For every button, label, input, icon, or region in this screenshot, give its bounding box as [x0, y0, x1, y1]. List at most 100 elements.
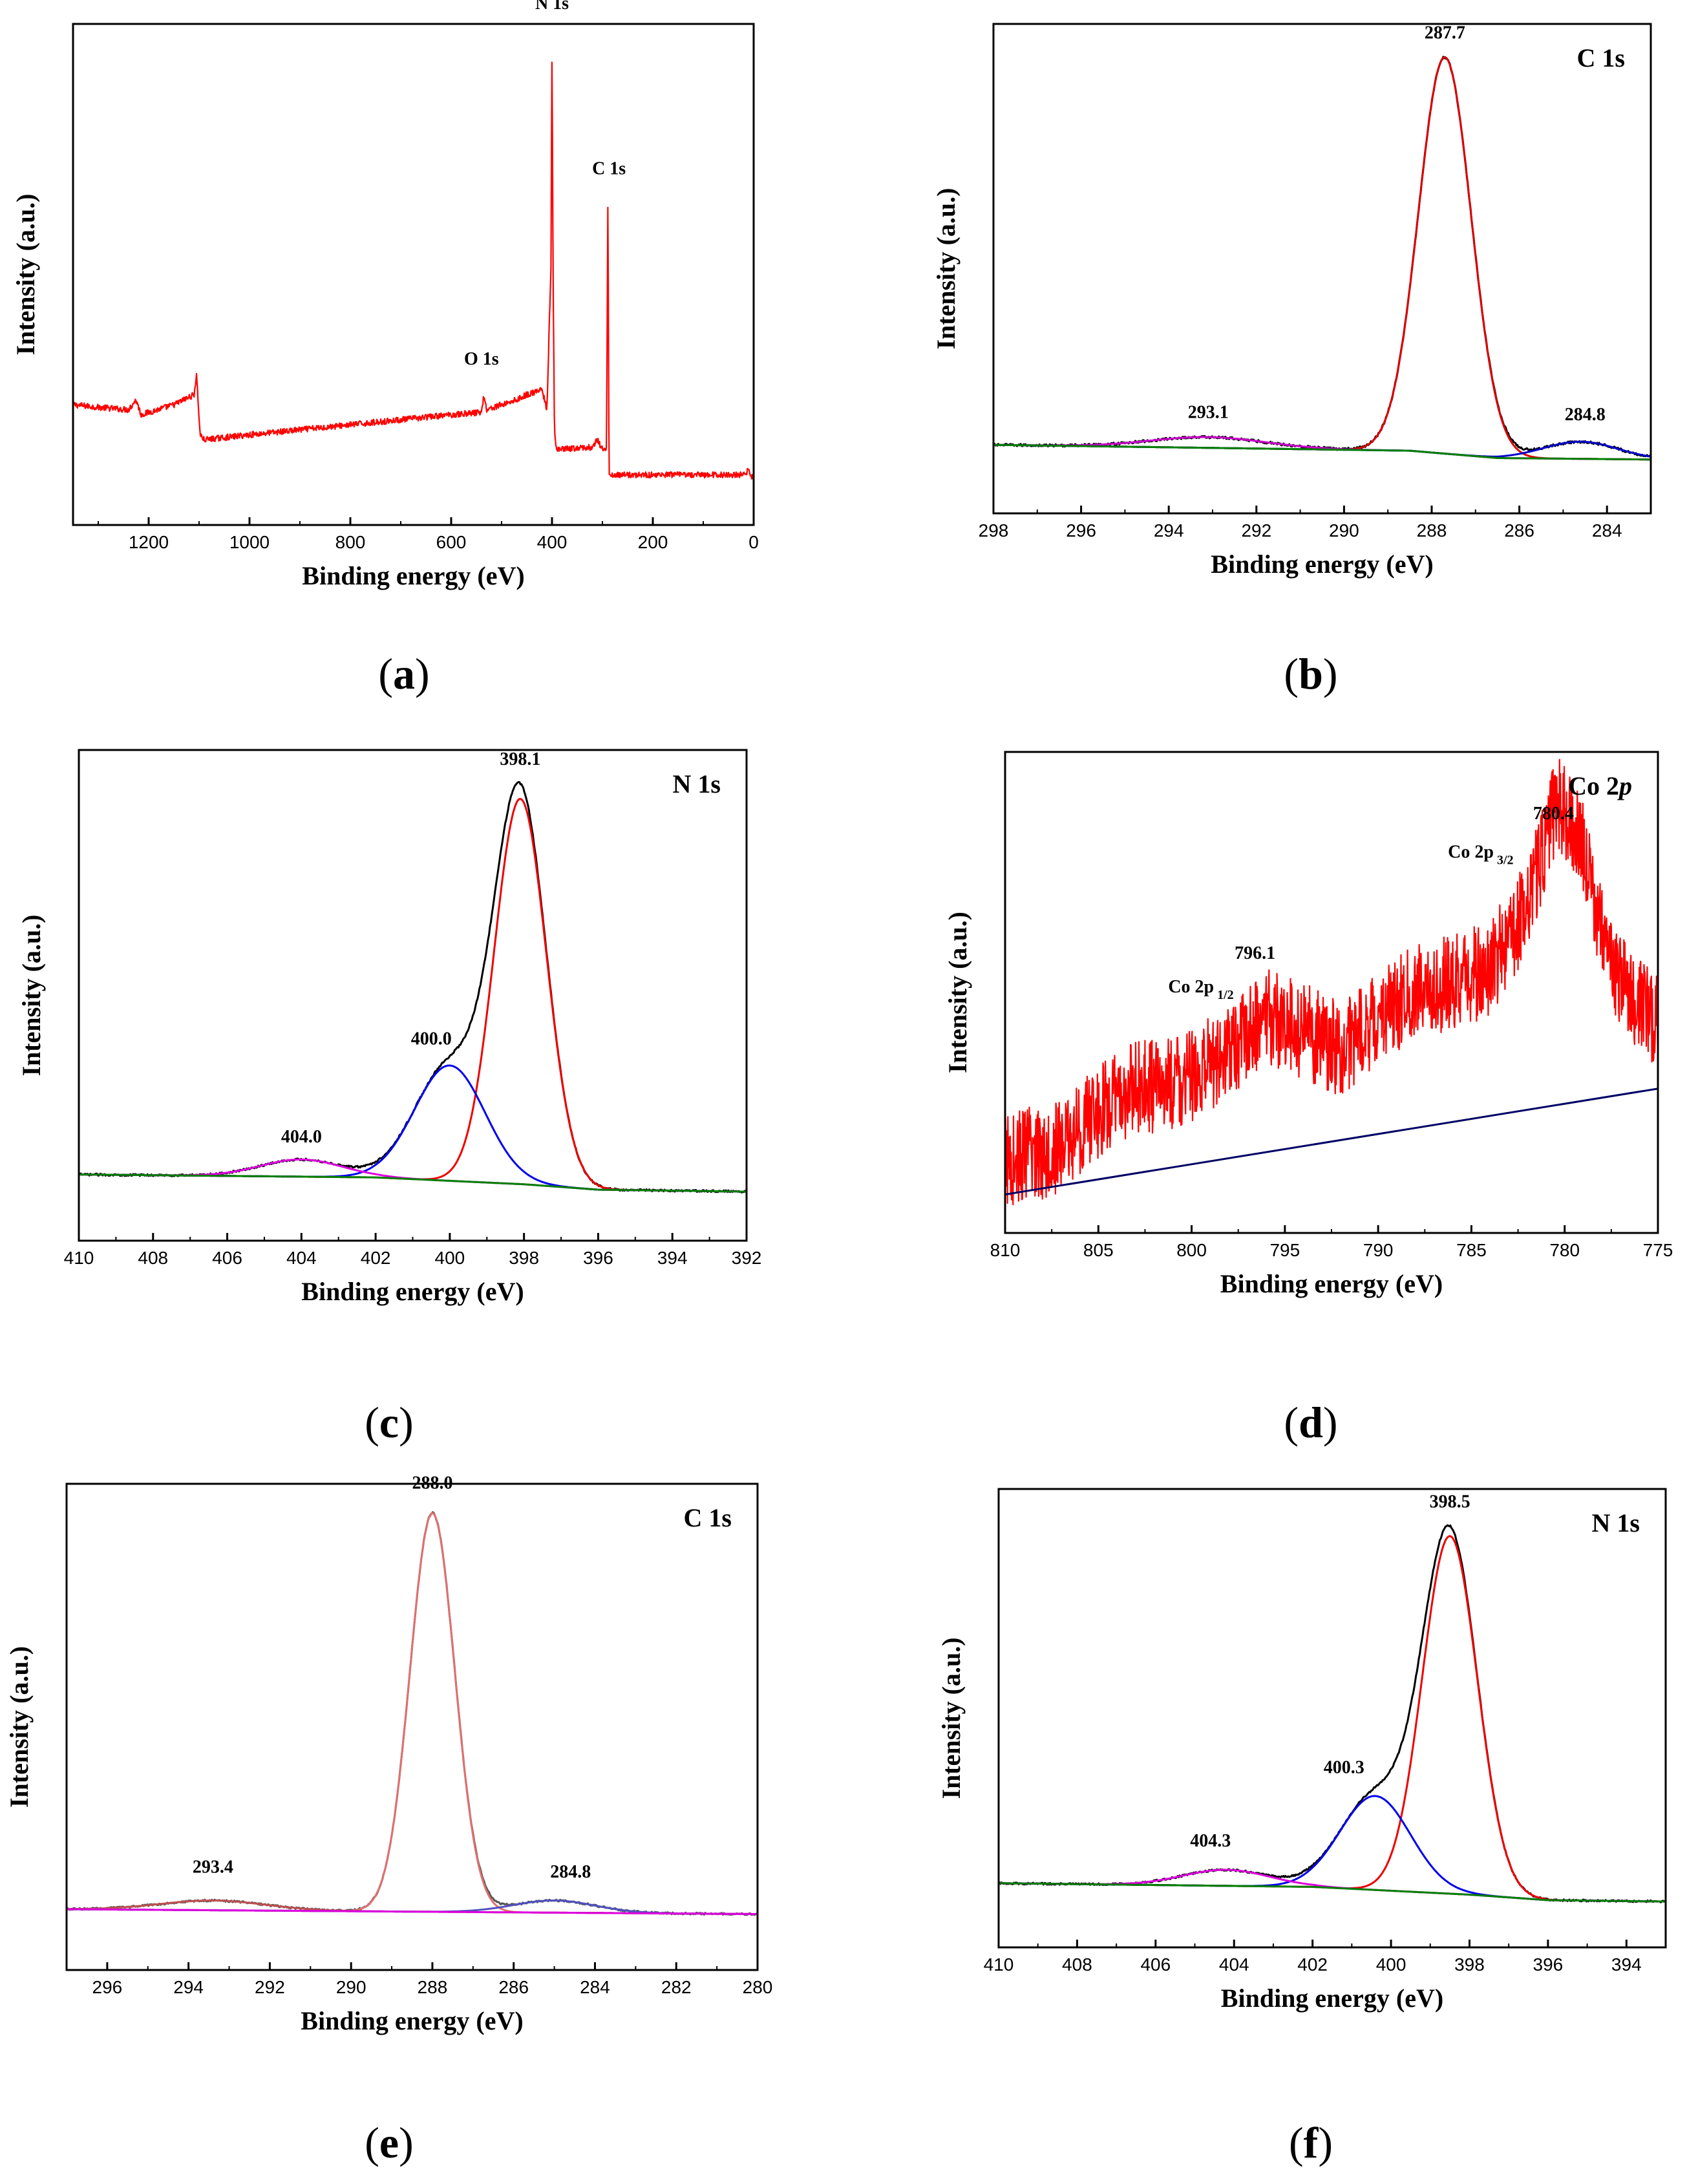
- x-tick-label: 200: [638, 532, 668, 552]
- series-envelope: [993, 56, 1651, 458]
- series-404-3-component: [999, 1868, 1666, 1903]
- x-tick-label: 600: [436, 532, 467, 552]
- x-tick-label: 398: [1454, 1954, 1485, 1975]
- x-tick-label: 805: [1083, 1240, 1114, 1260]
- x-tick-label: 1000: [229, 532, 270, 552]
- peak-label: 287.7: [1425, 23, 1465, 43]
- x-tick-label: 296: [1066, 520, 1096, 541]
- x-tick-label: 400: [537, 532, 568, 552]
- plot-area: [73, 61, 754, 480]
- x-tick-label: 398: [509, 1248, 539, 1268]
- x-tick-label: 800: [1176, 1240, 1207, 1260]
- x-tick-label: 282: [661, 1977, 692, 1997]
- chart-title: C 1s: [684, 1503, 732, 1532]
- x-tick-label: 284: [580, 1977, 610, 1997]
- plot-frame: [65, 1483, 759, 1971]
- chart-title: N 1s: [1592, 1508, 1640, 1537]
- y-axis-label: Intensity (a.u.): [11, 193, 40, 355]
- series-background: [67, 1908, 758, 1915]
- x-tick-label: 410: [984, 1954, 1014, 1975]
- plot-frame: [78, 749, 748, 1242]
- peak-label: 288.0: [412, 1473, 452, 1493]
- x-tick-label: 810: [990, 1240, 1021, 1260]
- x-tick-label: 288: [1417, 520, 1447, 541]
- x-axis-label: Binding energy (eV): [1221, 1984, 1443, 2013]
- peak-label: 398.1: [500, 749, 540, 769]
- series-envelope: [79, 781, 747, 1194]
- x-axis-label: Binding energy (eV): [301, 1277, 524, 1306]
- x-tick-label: 785: [1456, 1240, 1487, 1260]
- peak-label: 796.1: [1235, 943, 1275, 963]
- chart-d: 810 805 800 795 790 785 780 775 Binding energy (…: [943, 751, 1673, 1298]
- peak-label: 284.8: [1565, 405, 1606, 425]
- x-tick-label: 402: [1297, 1954, 1328, 1975]
- series-398-5-component: [999, 1535, 1666, 1903]
- y-axis-label: Intensity (a.u.): [931, 187, 960, 349]
- x-tick-label: 290: [336, 1977, 366, 1997]
- peak-label: 293.4: [193, 1857, 233, 1878]
- chart-b: 298 296 294 292 290 288 286 284 Binding energy (…: [931, 23, 1652, 579]
- peak-label: 404.0: [281, 1127, 322, 1147]
- x-tick-label: 408: [138, 1248, 168, 1268]
- x-tick-label: 396: [1533, 1954, 1564, 1975]
- x-tick-label: 284: [1592, 520, 1622, 541]
- x-tick-label: 780: [1549, 1240, 1580, 1260]
- chart-e: 296 294 292 290 288 286 284 282 280 Binding energ…: [5, 1473, 772, 2035]
- x-tick-label: 400: [435, 1248, 465, 1268]
- series-293-1-component: [993, 436, 1651, 461]
- peak-label: C 1s: [592, 159, 626, 179]
- panel-tag-c: (c): [365, 1398, 414, 1447]
- peak-label: 780.4: [1533, 804, 1574, 824]
- y-axis-label: Intensity (a.u.): [5, 1646, 34, 1808]
- chart-f: 410 408 406 404 402 400 398 396 394 Binding energ…: [937, 1488, 1667, 2013]
- panel-tag-f: (f): [1289, 2118, 1333, 2167]
- x-tick-label: 400: [1376, 1954, 1406, 1975]
- x-tick-label: 290: [1329, 520, 1359, 541]
- x-tick-label: 280: [743, 1977, 773, 1997]
- x-tick-label: 402: [361, 1248, 391, 1268]
- x-tick-label: 296: [92, 1977, 123, 1997]
- x-tick-label: 286: [498, 1977, 529, 1997]
- series-background: [1005, 1087, 1658, 1195]
- peak-label: 398.5: [1430, 1492, 1470, 1512]
- plot-frame: [72, 23, 755, 526]
- x-tick-label: 410: [64, 1248, 94, 1268]
- plot-area: [79, 781, 747, 1194]
- peak-label: 293.1: [1188, 402, 1229, 422]
- x-tick-label: 286: [1504, 520, 1534, 541]
- series-envelope: [67, 1511, 758, 1916]
- chart-title: C 1s: [1577, 43, 1625, 72]
- chart-a: 1200 1000 800 600 400 200 0 Binding energy (eV)…: [11, 0, 759, 590]
- x-tick-label: 790: [1363, 1240, 1394, 1260]
- plot-area: [999, 1524, 1666, 1903]
- x-tick-label: 406: [1140, 1954, 1171, 1975]
- y-axis-label: Intensity (a.u.): [17, 914, 46, 1076]
- x-axis-label: Binding energy (eV): [301, 2006, 523, 2035]
- peak-label: 400.3: [1324, 1758, 1364, 1778]
- x-tick-label: 394: [657, 1248, 688, 1268]
- series-400-3-component: [999, 1795, 1666, 1903]
- series-background: [993, 444, 1651, 461]
- x-tick-label: 0: [748, 532, 759, 552]
- peak-label: 400.0: [411, 1029, 452, 1049]
- x-tick-label: 800: [335, 532, 366, 552]
- x-tick-label: 392: [732, 1248, 762, 1268]
- panel-tag-e: (e): [365, 2118, 414, 2167]
- x-tick-label: 394: [1611, 1954, 1642, 1975]
- peak-label: 284.8: [550, 1862, 591, 1882]
- x-tick-label: 1200: [129, 532, 169, 552]
- plot-frame: [1004, 751, 1659, 1234]
- peak-label: Co 2p 3/2: [1448, 842, 1513, 868]
- series-background: [999, 1882, 1666, 1903]
- x-tick-label: 292: [255, 1977, 285, 1997]
- chart-title: N 1s: [673, 769, 721, 798]
- x-tick-label: 294: [1154, 520, 1184, 541]
- x-tick-label: 298: [979, 520, 1009, 541]
- series-survey: [73, 61, 754, 480]
- plot-area: [993, 56, 1651, 461]
- x-tick-label: 406: [212, 1248, 242, 1268]
- series-398-1-component: [79, 798, 747, 1193]
- series-co-2p-spectrum: [1005, 758, 1658, 1206]
- peak-label: Co 2p 1/2: [1168, 977, 1233, 1002]
